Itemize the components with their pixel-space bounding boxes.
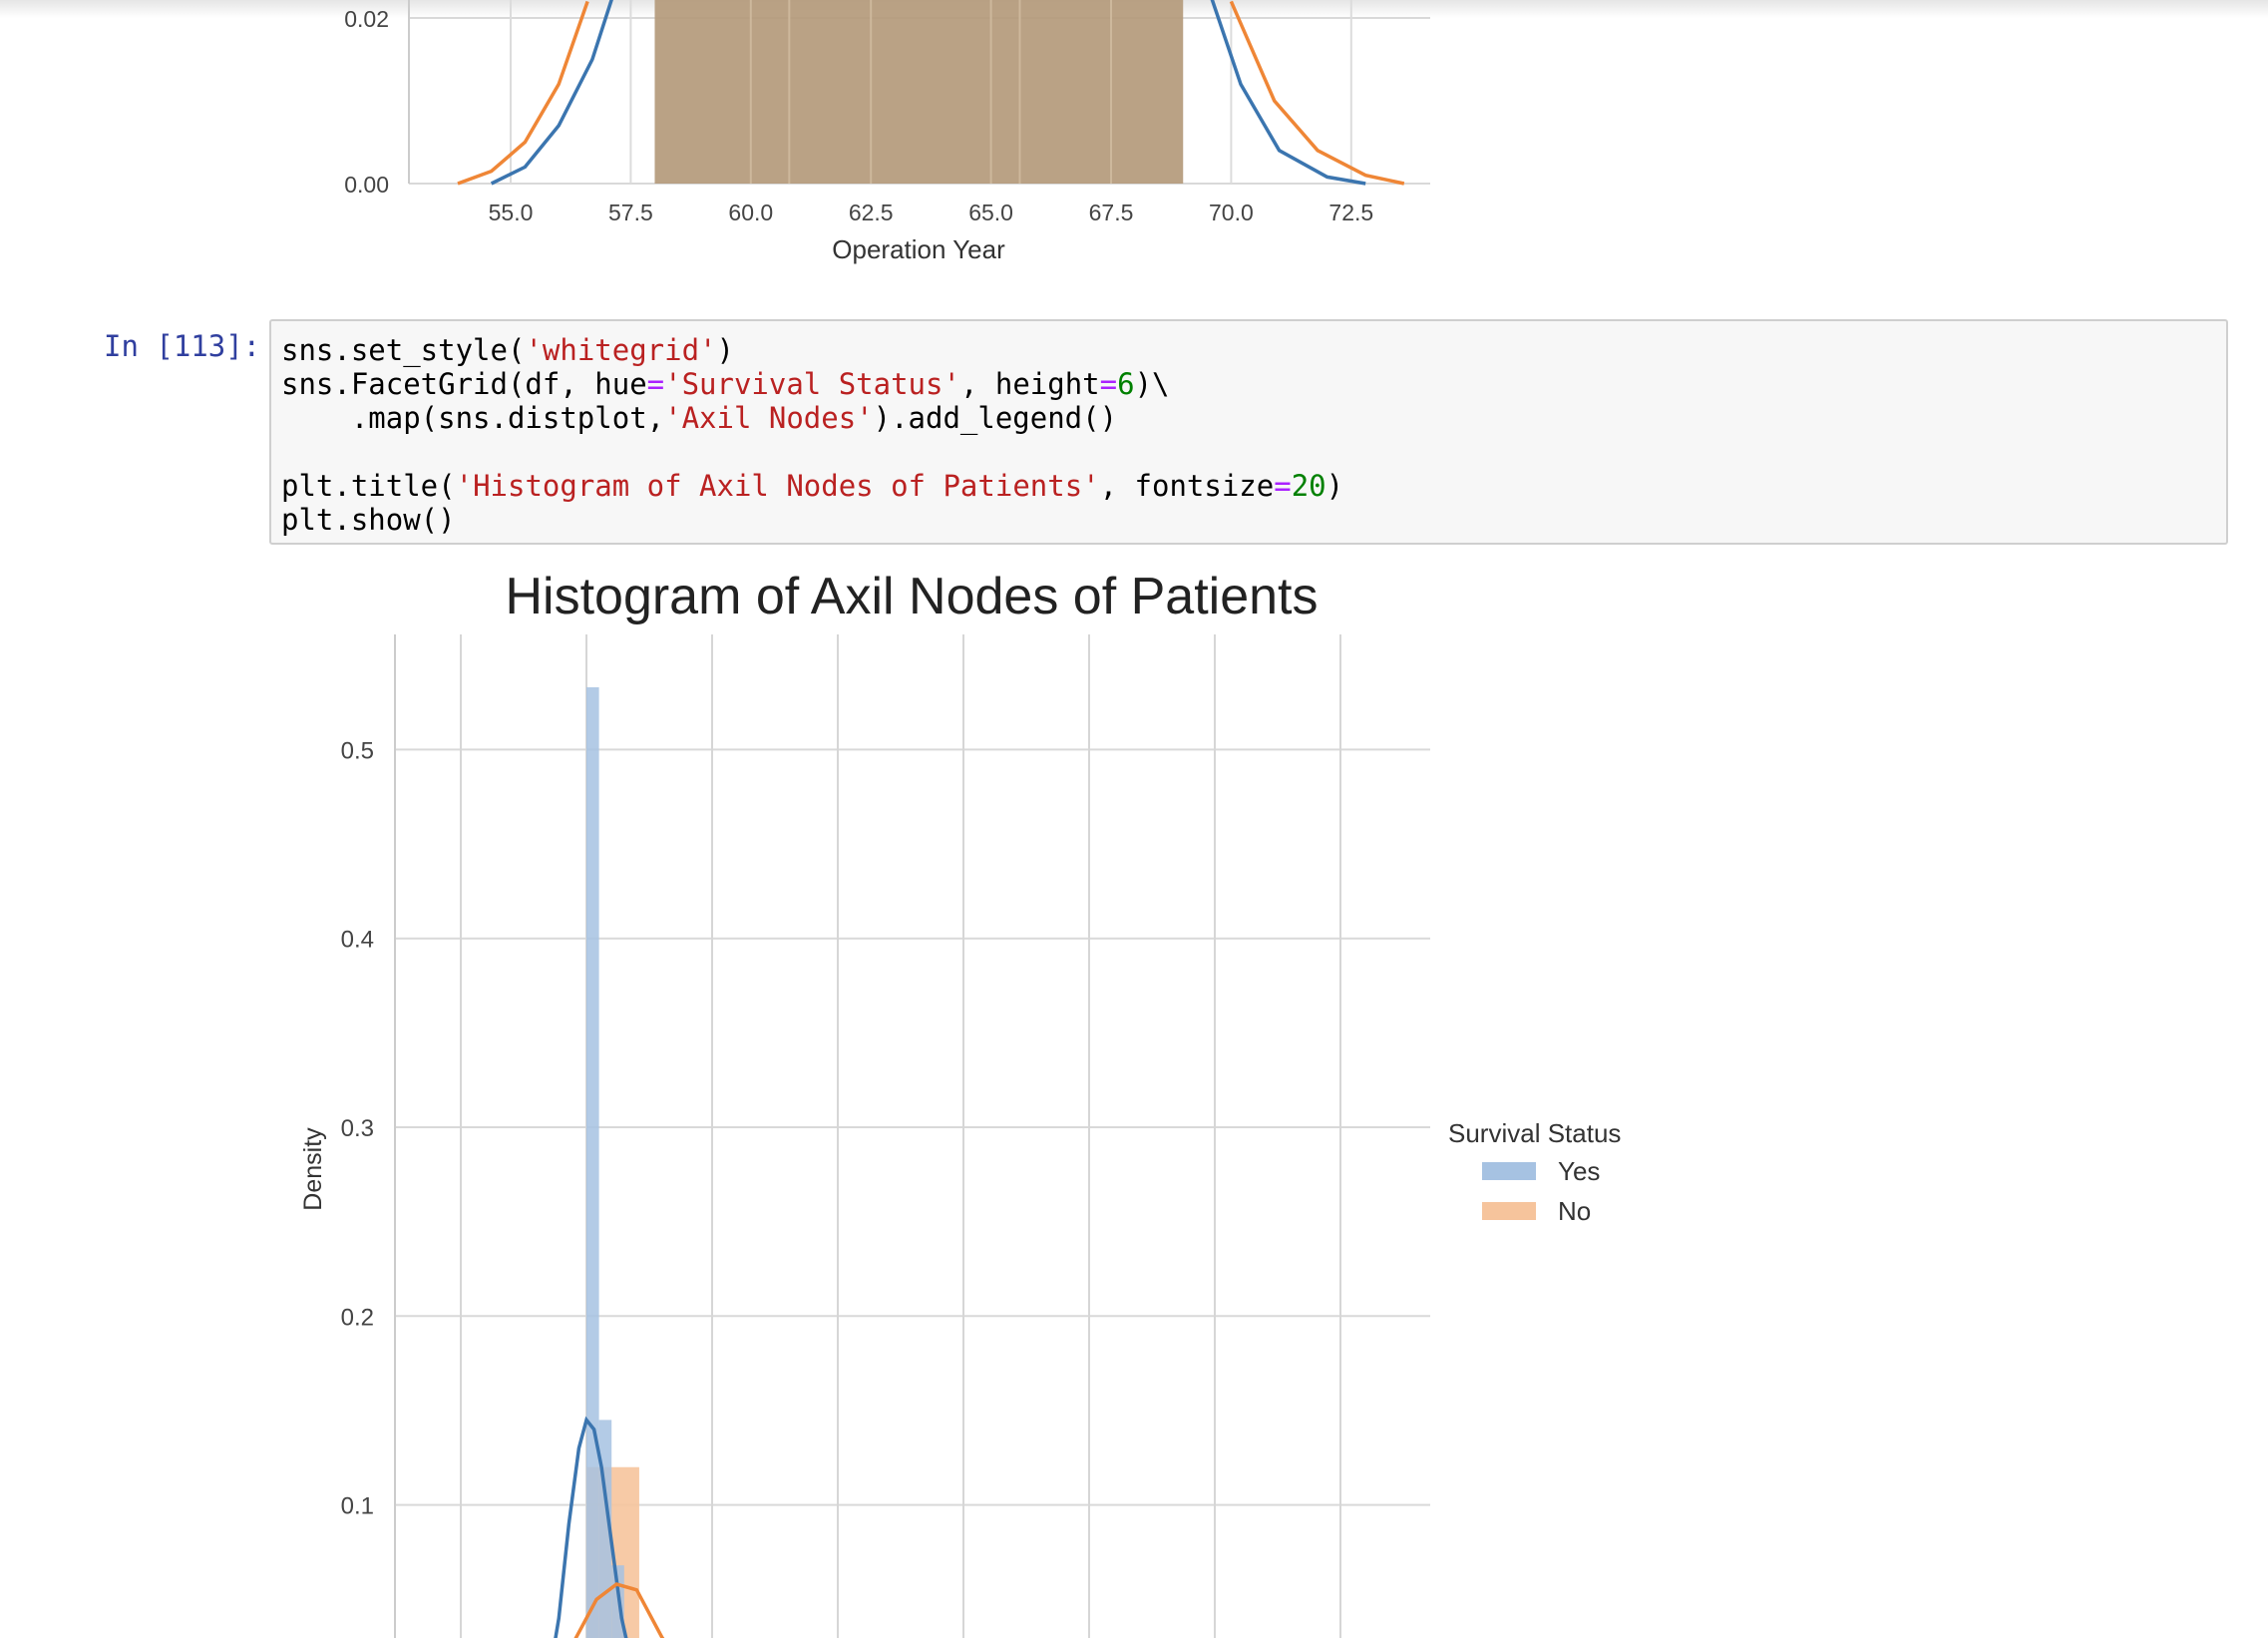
chart-title: Histogram of Axil Nodes of Patients — [505, 568, 1318, 625]
legend-title: Survival Status — [1448, 1118, 1621, 1148]
histogram-bar — [654, 0, 1184, 184]
code-token: ).add_legend() — [873, 401, 1118, 435]
kde-line-no — [1229, 0, 1405, 186]
code-token: = — [1099, 367, 1118, 401]
y-tick-label: 0.4 — [341, 927, 374, 954]
code-token: 20 — [1291, 469, 1326, 503]
x-tick-label: 62.5 — [849, 200, 894, 225]
x-tick-label: 55.0 — [489, 200, 534, 225]
kde-line-yes — [490, 0, 613, 186]
kde-line-no — [573, 1582, 665, 1638]
code-token: , fontsize — [1099, 469, 1275, 503]
code-token: sns.FacetGrid(df, hue — [281, 367, 647, 401]
code-token: , height — [959, 367, 1100, 401]
code-token: )\ — [1134, 367, 1170, 401]
x-tick-label: 65.0 — [968, 200, 1013, 225]
legend: Survival Status Yes No — [1448, 1118, 1621, 1226]
code-token: = — [1274, 469, 1292, 503]
kde-line-yes — [554, 1416, 628, 1638]
kde-line-yes — [1210, 0, 1366, 186]
code-token: 6 — [1117, 367, 1135, 401]
code-token: ) — [716, 333, 734, 367]
code-token: sns.set_style( — [281, 333, 526, 367]
code-token: 'Histogram of Axil Nodes of Patients' — [455, 469, 1100, 503]
code-token: = — [646, 367, 665, 401]
code-token: ) — [1325, 469, 1344, 503]
x-tick-label: 67.5 — [1089, 200, 1134, 225]
y-tick-label: 0.2 — [341, 1304, 374, 1331]
operation-year-distplot: 0.00 0.02 55.0 57.5 60.0 62.5 65.0 67.5 70.0 72.5… — [344, 0, 1430, 264]
kde-line-no — [457, 0, 589, 186]
code-token: plt.title( — [281, 469, 456, 503]
y-tick-label: 0.3 — [341, 1115, 374, 1142]
code-line: plt.show() — [281, 503, 456, 537]
y-tick-label: 0.02 — [344, 6, 389, 32]
x-tick-label: 70.0 — [1209, 200, 1254, 225]
code-token: 'Axil Nodes' — [664, 401, 874, 435]
legend-swatch-yes — [1482, 1162, 1536, 1180]
x-tick-label: 72.5 — [1328, 200, 1373, 225]
code-token: plt.show() — [281, 503, 456, 537]
y-tick-label: 0.1 — [341, 1493, 374, 1520]
hist-bar-yes — [586, 686, 599, 1638]
legend-swatch-no — [1482, 1202, 1536, 1220]
code-line: sns.FacetGrid(df, hue='Survival Status',… — [281, 367, 1169, 401]
cell-prompt: In [113]: — [104, 329, 261, 363]
legend-label-yes: Yes — [1558, 1156, 1600, 1186]
x-tick-label: 60.0 — [728, 200, 773, 225]
code-token: 'Survival Status' — [664, 367, 960, 401]
code-line: plt.title('Histogram of Axil Nodes of Pa… — [281, 469, 1343, 503]
x-tick-label: 57.5 — [608, 200, 653, 225]
x-axis-label: Operation Year — [832, 234, 1005, 264]
code-line: .map(sns.distplot,'Axil Nodes').add_lege… — [281, 401, 1117, 435]
code-token: 'whitegrid' — [525, 333, 717, 367]
y-axis-label: Density — [299, 1127, 327, 1211]
legend-label-no: No — [1558, 1196, 1591, 1226]
y-tick-label: 0.00 — [344, 172, 389, 198]
code-editor[interactable]: sns.set_style('whitegrid') sns.FacetGrid(… — [269, 319, 2228, 545]
code-token: .map(sns.distplot, — [281, 401, 665, 435]
y-tick-label: 0.5 — [341, 737, 374, 764]
code-line: sns.set_style('whitegrid') — [281, 333, 734, 367]
